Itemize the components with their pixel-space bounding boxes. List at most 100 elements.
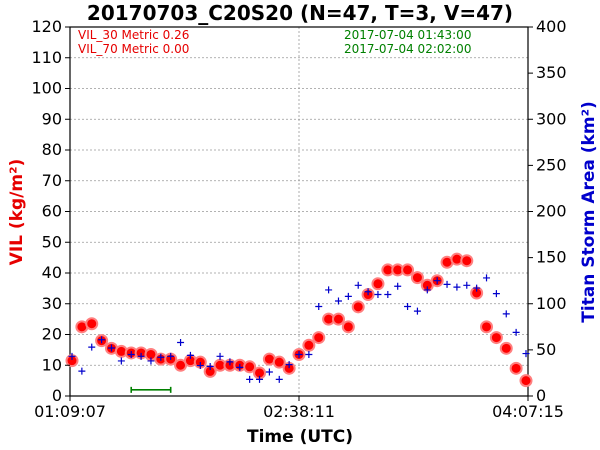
storm-area-point xyxy=(502,310,510,318)
vil-point xyxy=(85,317,99,331)
storm-area-point xyxy=(384,291,392,299)
right-axis-ticks: 0 50 100 150 200 250 300 350 400 xyxy=(528,17,567,405)
tick-label-left: 20 xyxy=(42,325,62,344)
storm-area-point xyxy=(216,352,224,360)
storm-area-point xyxy=(196,362,204,370)
vil30-metric-annotation: VIL_30 Metric 0.26 xyxy=(78,28,189,42)
vil-point xyxy=(499,341,513,355)
storm-area-point xyxy=(206,362,214,370)
storm-area-point xyxy=(295,350,303,358)
storm-area-point xyxy=(226,358,234,366)
storm-area-point xyxy=(246,375,254,383)
tick-label-right: 200 xyxy=(536,202,567,221)
storm-area-point xyxy=(167,352,175,360)
storm-area-point xyxy=(394,282,402,290)
storm-area-point xyxy=(463,281,471,289)
tick-label-right: 100 xyxy=(536,294,567,313)
storm-area-point xyxy=(522,350,530,358)
tick-label-x: 01:09:07 xyxy=(34,402,106,421)
storm-area-point xyxy=(177,338,185,346)
start-time-annotation: 2017-07-04 01:43:00 xyxy=(344,28,471,42)
tick-label-left: 50 xyxy=(42,232,62,251)
vil-point xyxy=(410,271,424,285)
tick-label-left: 70 xyxy=(42,171,62,190)
storm-area-point xyxy=(512,328,520,336)
tick-label-x: 02:38:11 xyxy=(263,402,335,421)
y-axis-label-left: VIL (kg/m²) xyxy=(7,159,27,266)
vil-point xyxy=(243,360,257,374)
storm-area-point xyxy=(285,361,293,369)
vil-point xyxy=(341,320,355,334)
storm-area-point xyxy=(344,292,352,300)
chart-marks xyxy=(65,252,533,393)
vil-point xyxy=(519,374,533,388)
storm-area-point xyxy=(88,343,96,351)
storm-area-point xyxy=(127,350,135,358)
storm-area-point xyxy=(137,352,145,360)
storm-area-point xyxy=(364,288,372,296)
storm-area-point xyxy=(305,350,313,358)
x-axis-ticks: 01:09:07 02:38:11 04:07:15 xyxy=(34,396,564,421)
storm-area-point xyxy=(443,280,451,288)
storm-area-point xyxy=(236,363,244,371)
vil70-metric-annotation: VIL_70 Metric 0.00 xyxy=(78,42,189,56)
vil-point xyxy=(480,320,494,334)
vil-point xyxy=(302,338,316,352)
tick-label-x: 04:07:15 xyxy=(492,402,564,421)
storm-area-point xyxy=(404,303,412,311)
storm-area-point xyxy=(413,307,421,315)
storm-area-point xyxy=(117,357,125,365)
storm-area-point xyxy=(256,375,264,383)
tick-label-right: 0 xyxy=(536,386,546,405)
tick-label-right: 250 xyxy=(536,155,567,174)
vil-point xyxy=(401,263,415,277)
storm-area-point xyxy=(334,297,342,305)
storm-area-point xyxy=(374,291,382,299)
tick-label-right: 300 xyxy=(536,109,567,128)
storm-area-point xyxy=(315,303,323,311)
tick-label-right: 50 xyxy=(536,340,556,359)
storm-area-point xyxy=(354,281,362,289)
tick-label-left: 90 xyxy=(42,109,62,128)
tick-label-left: 10 xyxy=(42,355,62,374)
storm-area-point xyxy=(68,352,76,360)
tick-label-right: 400 xyxy=(536,17,567,36)
storm-area-point xyxy=(473,284,481,292)
tick-label-left: 30 xyxy=(42,294,62,313)
tick-label-right: 150 xyxy=(536,248,567,267)
left-axis-ticks: 0 10 20 30 40 50 60 70 80 90 100 110 120 xyxy=(31,17,70,405)
vil-point xyxy=(272,355,286,369)
storm-area-point xyxy=(492,290,500,298)
storm-area-point xyxy=(157,353,165,361)
storm-area-point xyxy=(453,283,461,291)
end-time-annotation: 2017-07-04 02:02:00 xyxy=(344,42,471,56)
tick-label-left: 40 xyxy=(42,263,62,282)
tick-label-left: 120 xyxy=(31,17,62,36)
tick-label-left: 0 xyxy=(52,386,62,405)
storm-area-point xyxy=(98,336,106,344)
vil-point xyxy=(351,300,365,314)
storm-area-point xyxy=(147,357,155,365)
x-axis-label: Time (UTC) xyxy=(247,427,353,447)
tick-label-left: 100 xyxy=(31,79,62,98)
vil-point xyxy=(312,331,326,345)
vil-point xyxy=(489,331,503,345)
storm-area-point xyxy=(265,368,273,376)
tick-label-left: 110 xyxy=(31,48,62,67)
tick-label-left: 80 xyxy=(42,140,62,159)
storm-area-point xyxy=(325,286,333,294)
vil-point xyxy=(509,361,523,375)
grid-lines xyxy=(69,26,529,397)
storm-area-point xyxy=(107,344,115,352)
storm-area-point xyxy=(275,375,283,383)
tick-label-right: 350 xyxy=(536,63,567,82)
storm-area-point xyxy=(186,351,194,359)
vil-point xyxy=(371,277,385,291)
y-axis-label-right: Titan Storm Area (km²) xyxy=(579,101,599,323)
storm-area-point xyxy=(483,274,491,282)
vil-point xyxy=(331,312,345,326)
tick-label-left: 60 xyxy=(42,202,62,221)
storm-area-point xyxy=(78,367,86,375)
storm-area-point xyxy=(423,286,431,294)
